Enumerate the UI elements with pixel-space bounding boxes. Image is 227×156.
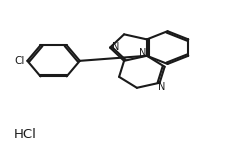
Text: N: N xyxy=(158,82,165,92)
Text: N: N xyxy=(111,42,119,52)
Text: N: N xyxy=(138,48,146,58)
Text: Cl: Cl xyxy=(14,56,25,66)
Text: HCl: HCl xyxy=(14,128,36,141)
